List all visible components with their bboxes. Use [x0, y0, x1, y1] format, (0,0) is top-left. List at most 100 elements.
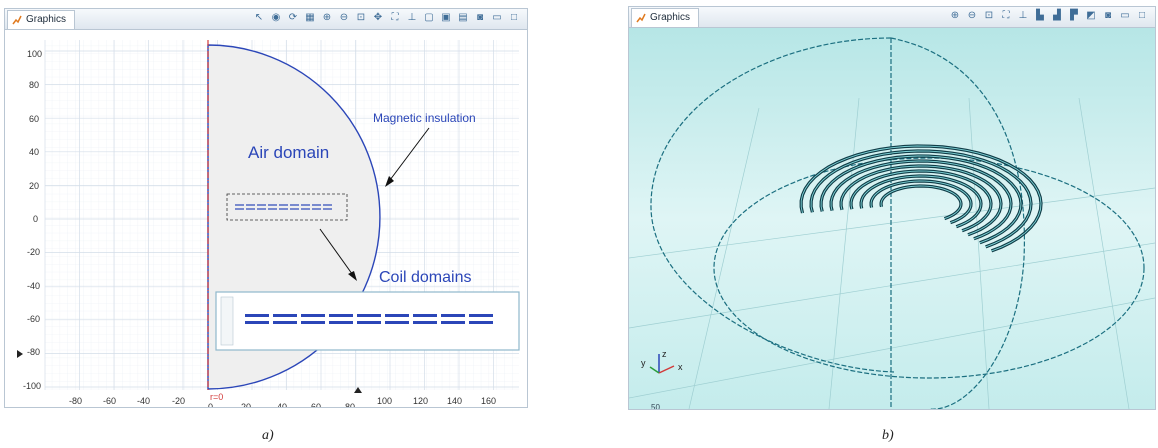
x-tick: 80: [345, 402, 355, 407]
x-tick: 0: [208, 402, 213, 407]
view-yz-icon[interactable]: ▟: [1053, 10, 1061, 21]
x-tick: 100: [377, 396, 392, 406]
x-tick: 40: [277, 402, 287, 407]
axis-y-label: y: [641, 358, 646, 368]
y-tick: -20: [27, 247, 40, 257]
y-axis: 100 80 60 40 20 0 -20 -40 -60 -80 -100: [23, 49, 42, 391]
y-axis-marker-icon: [17, 350, 23, 358]
x-tick: -80: [69, 396, 82, 406]
coil-arrowhead: [348, 271, 357, 281]
insulation-arrowhead: [385, 176, 394, 187]
maximize-icon[interactable]: □: [1138, 10, 1146, 21]
y-tick: 20: [29, 181, 39, 191]
zoom-extents-icon[interactable]: ⛶: [391, 12, 399, 23]
coil-turn-zoomed: [245, 314, 269, 317]
zoom-in-icon[interactable]: ⊕: [950, 10, 960, 21]
y-tick: -100: [23, 381, 41, 391]
coil-ring-highlight: [830, 160, 1012, 240]
x-tick: -20: [172, 396, 185, 406]
chart-icon: [12, 15, 22, 25]
x-tick: 140: [447, 396, 462, 406]
titlebar-a: Graphics ↖ ◉ ⟳ ▦ ⊕ ⊖ ⊡ ✥ ⛶ ⊥ ▢ ▣ ▤ ◙ ▭ □: [5, 9, 527, 30]
coil-arrow: [319, 228, 356, 279]
axis-icon[interactable]: ⊥: [407, 12, 417, 23]
r-zero-label: r=0: [210, 392, 223, 402]
x-tick: 60: [311, 402, 321, 407]
view-zx-icon[interactable]: ▛: [1070, 10, 1078, 21]
coil-turn-zoomed: [273, 321, 297, 324]
camera-icon[interactable]: ◙: [476, 12, 484, 23]
insulation-arrow: [386, 127, 430, 185]
graphics-tab-a[interactable]: Graphics: [7, 10, 76, 29]
select-boundary-icon[interactable]: ▣: [441, 12, 451, 23]
select-icon[interactable]: ↖: [254, 12, 264, 23]
x-tick: -40: [137, 396, 150, 406]
coil-domains-label: Coil domains: [379, 269, 471, 286]
x-axis-marker-icon: [354, 387, 362, 393]
y-tick: 60: [29, 114, 39, 124]
select-point-icon[interactable]: ▤: [458, 12, 468, 23]
geometry-view-3d[interactable]: z x y 50: [629, 28, 1155, 409]
coil-turn-zoomed: [273, 314, 297, 317]
x-tick: 20: [241, 402, 251, 407]
graphics-tab-label-b: Graphics: [650, 12, 691, 23]
floor-grid: [629, 97, 1155, 409]
axis-x-label: x: [678, 362, 683, 372]
graphics-tab-b[interactable]: Graphics: [631, 8, 700, 27]
x-axis: -80 -60 -40 -20 0 20 40 60 80 100 120 14…: [69, 396, 496, 407]
y-tick: 0: [33, 214, 38, 224]
grid-icon[interactable]: ▦: [305, 12, 315, 23]
viewport-background: [629, 28, 1155, 409]
coil-turn-zoomed: [301, 314, 325, 317]
y-tick: -80: [27, 347, 40, 357]
coil-turn-zoomed: [301, 321, 325, 324]
y-tick: -60: [27, 314, 40, 324]
view-xy-icon[interactable]: ▙: [1036, 10, 1044, 21]
zoom-in-icon[interactable]: ⊕: [322, 12, 332, 23]
chart-icon: [636, 13, 646, 23]
coil-ring-highlight: [880, 185, 962, 220]
magnetic-insulation-label: Magnetic insulation: [373, 111, 476, 125]
coil-turn-zoomed: [385, 321, 409, 324]
coil-turn-zoomed: [469, 314, 493, 317]
air-sphere: [650, 37, 1145, 409]
y-tick: 40: [29, 147, 39, 157]
coil-turn-zoomed: [357, 321, 381, 324]
zoom-out-icon[interactable]: ⊖: [967, 10, 977, 21]
coil-ring-highlight: [870, 180, 972, 224]
camera-icon[interactable]: ◙: [1104, 10, 1112, 21]
coil-turn-zoomed: [441, 314, 465, 317]
minimize-icon[interactable]: ▭: [492, 12, 502, 23]
zoom-box-icon[interactable]: ⊡: [984, 10, 994, 21]
select-domain-icon[interactable]: ▢: [424, 12, 434, 23]
coil-ring-highlight: [860, 175, 982, 228]
zoom-out-icon[interactable]: ⊖: [339, 12, 349, 23]
coil-turn-zoomed: [469, 321, 493, 324]
coil-domains-zoomed: [245, 314, 493, 324]
graphics-window-b: Graphics ⊕ ⊖ ⊡ ⛶ ⊥ ▙ ▟ ▛ ◩ ◙ ▭ □: [628, 6, 1156, 410]
coil-turn-zoomed: [329, 314, 353, 317]
coil-windings-3d: [799, 144, 1043, 253]
bottom-scale-label: 50: [651, 403, 660, 409]
axis-icon[interactable]: ⊥: [1018, 10, 1028, 21]
coil-ring-highlight: [840, 165, 1002, 236]
select-icon[interactable]: ◩: [1086, 10, 1096, 21]
x-tick: 160: [481, 396, 496, 406]
maximize-icon[interactable]: □: [510, 12, 518, 23]
geometry-view-2d[interactable]: Air domain Magnetic insulation Coil doma…: [5, 30, 527, 407]
pan-icon[interactable]: ✥: [373, 12, 383, 23]
coil-turn-zoomed: [413, 321, 437, 324]
titlebar-b: Graphics ⊕ ⊖ ⊡ ⛶ ⊥ ▙ ▟ ▛ ◩ ◙ ▭ □: [629, 7, 1155, 28]
zoom-extents-icon[interactable]: ⛶: [1002, 10, 1010, 21]
air-domain-label: Air domain: [248, 143, 329, 162]
rotate-icon[interactable]: ⟳: [288, 12, 298, 23]
coil-ring-highlight: [820, 155, 1022, 244]
caption-a: a): [262, 428, 274, 443]
coil-turn-zoomed: [357, 314, 381, 317]
coil-turn-zoomed: [329, 321, 353, 324]
x-tick: -60: [103, 396, 116, 406]
zoom-box-icon[interactable]: ⊡: [356, 12, 366, 23]
axes-triad: z x y: [641, 349, 683, 374]
minimize-icon[interactable]: ▭: [1120, 10, 1130, 21]
view-icon[interactable]: ◉: [271, 12, 281, 23]
